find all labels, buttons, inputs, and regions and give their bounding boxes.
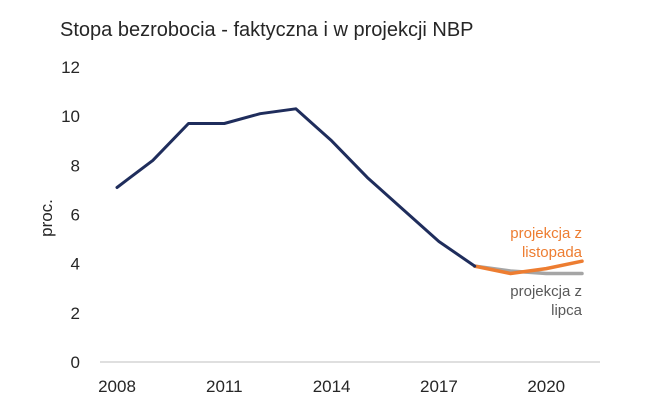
y-axis-label: proc. xyxy=(37,199,56,237)
x-tick-label: 2014 xyxy=(313,377,351,396)
x-tick-label: 2011 xyxy=(206,377,243,396)
y-tick-label: 8 xyxy=(71,156,80,175)
x-tick-label: 2008 xyxy=(98,377,136,396)
annotation-nov: projekcja z xyxy=(510,225,582,242)
x-axis-ticks: 2008 2011 2014 2017 2020 xyxy=(98,377,565,396)
x-tick-label: 2017 xyxy=(420,377,458,396)
annotation-jul: lipca xyxy=(551,302,583,319)
chart-title: Stopa bezrobocia - faktyczna i w projekc… xyxy=(60,19,474,41)
y-tick-label: 2 xyxy=(71,304,80,323)
y-axis-ticks: 0 2 4 6 8 10 12 xyxy=(61,58,80,372)
series-line-actual xyxy=(115,107,477,268)
series-layer xyxy=(115,107,584,276)
y-tick-label: 4 xyxy=(71,255,80,274)
y-tick-label: 6 xyxy=(71,206,80,225)
annotation-jul: projekcja z xyxy=(510,283,582,300)
annotation-nov: listopada xyxy=(522,244,583,261)
y-tick-label: 10 xyxy=(61,107,80,126)
y-tick-label: 12 xyxy=(61,58,80,77)
series-annotations: projekcja z listopada projekcja z lipca xyxy=(510,225,582,319)
y-tick-label: 0 xyxy=(71,353,80,372)
x-tick-label: 2020 xyxy=(527,377,565,396)
series-line-nov xyxy=(472,259,584,276)
